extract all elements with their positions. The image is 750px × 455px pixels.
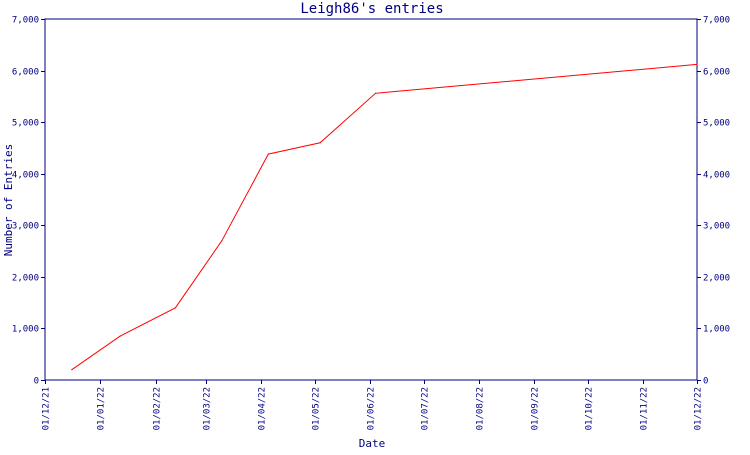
y-tick-label-left: 3,000 [12,222,39,232]
x-tick-label: 01/01/22 [97,387,107,430]
x-tick-label: 01/09/22 [531,387,541,430]
y-tick-label-right: 6,000 [703,68,730,78]
y-tick-label-left: 2,000 [12,274,39,284]
x-axis-label: Date [359,437,386,450]
y-tick-label-right: 2,000 [703,274,730,284]
data-point [221,240,223,242]
x-tick-label: 01/05/22 [312,387,322,430]
y-tick-label-right: 1,000 [703,325,730,335]
x-tick-label: 01/03/22 [203,387,213,430]
y-tick-label-left: 4,000 [12,171,39,181]
x-tick-label: 01/11/22 [640,387,650,430]
chart-title: Leigh86's entries [300,1,443,17]
y-tick-label-right: 7,000 [703,16,730,26]
data-point [267,153,269,155]
x-tick-label: 01/07/22 [421,387,431,430]
x-tick-label: 01/02/22 [153,387,163,430]
data-point [319,142,321,144]
y-tick-label-left: 0 [34,377,39,387]
data-point [174,307,176,309]
x-tick-label: 01/06/22 [367,387,377,430]
data-point [71,369,73,371]
data-point [374,92,377,94]
y-axis-label: Number of Entries [2,144,15,257]
y-tick-label-right: 5,000 [703,119,730,129]
x-tick-label: 01/12/21 [42,387,52,430]
y-tick-label-left: 1,000 [12,325,39,335]
y-tick-label-right: 4,000 [703,171,730,181]
x-tick-label: 01/04/22 [258,387,268,430]
data-point [696,63,698,65]
y-tick-label-left: 7,000 [12,16,39,26]
y-tick-label-left: 5,000 [12,119,39,129]
x-tick-label: 01/08/22 [476,387,486,430]
y-tick-label-right: 3,000 [703,222,730,232]
y-tick-label-left: 6,000 [12,68,39,78]
x-tick-label: 01/12/22 [694,387,704,430]
series-line [71,63,698,371]
data-point [119,335,121,337]
y-tick-label-right: 0 [703,377,708,387]
x-tick-label: 01/10/22 [585,387,595,430]
